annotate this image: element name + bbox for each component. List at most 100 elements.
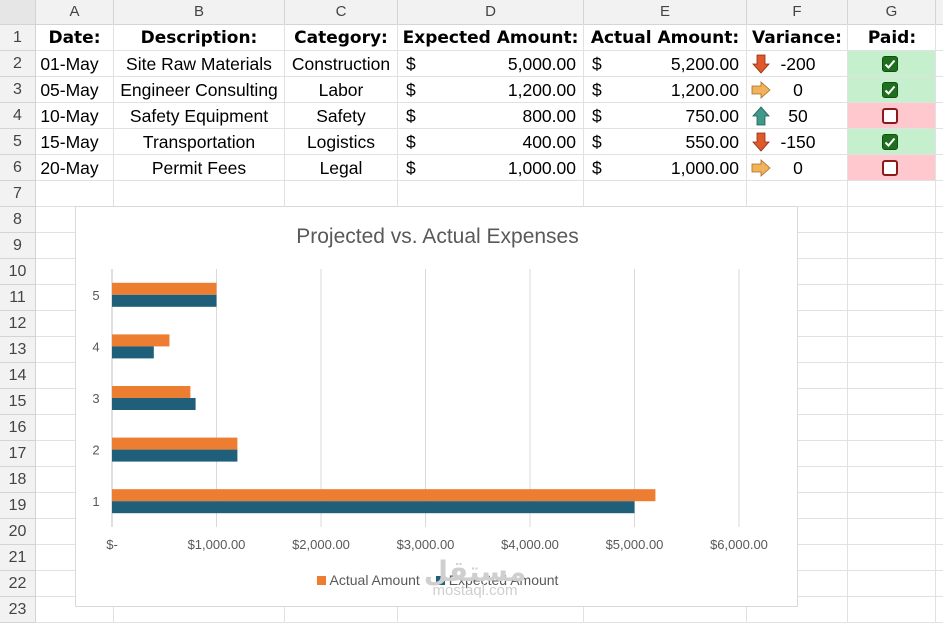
row-header-8[interactable]: 8 [0,207,36,233]
cell-expected-amount[interactable]: 400.00 [522,132,576,152]
column-header-e[interactable]: E [584,0,747,24]
header-actual-amount[interactable]: Actual Amount: [590,28,740,48]
cell-actual-currency: $ [592,158,602,178]
cell-category[interactable]: Safety [316,106,366,126]
row-header-20[interactable]: 20 [0,519,36,545]
cell-date[interactable]: 15-May [40,132,99,152]
row-header-15[interactable]: 15 [0,389,36,415]
column-header-a[interactable]: A [36,0,114,24]
column-header-g[interactable]: G [848,0,936,24]
legend-swatch-expected [435,576,445,585]
row-header-12[interactable]: 12 [0,311,36,337]
cell-actual-amount[interactable]: 750.00 [685,106,739,126]
header-category[interactable]: Category: [294,28,388,48]
cell-variance[interactable]: -200 [780,54,816,74]
gridline-row [36,102,943,103]
select-all-corner[interactable] [0,0,36,24]
header-expected-amount[interactable]: Expected Amount: [402,28,579,48]
checkbox-checked[interactable] [882,82,898,98]
cell-expected-currency: $ [406,80,416,100]
cell-expected-amount[interactable]: 1,000.00 [507,158,576,178]
bar-actual-5 [112,282,217,295]
watermark-arabic: مستقل [423,556,527,587]
cell-expected-currency: $ [406,106,416,126]
x-tick-label: $3,000.00 [397,537,455,552]
cell-category[interactable]: Labor [318,80,364,100]
cell-description[interactable]: Safety Equipment [129,106,269,126]
cell-variance[interactable]: 50 [788,106,808,126]
cell-variance[interactable]: 0 [793,80,803,100]
cell-actual-amount[interactable]: 550.00 [685,132,739,152]
bar-expected-5 [112,294,217,307]
x-tick-label: $1,000.00 [188,537,246,552]
row-header-5[interactable]: 5 [0,129,36,155]
legend-label-actual: Actual Amount [329,572,420,588]
cell-category[interactable]: Construction [291,54,391,74]
row-header-4[interactable]: 4 [0,103,36,129]
row-header-14[interactable]: 14 [0,363,36,389]
row-header-13[interactable]: 13 [0,337,36,363]
header-variance[interactable]: Variance: [752,28,842,48]
column-header-f[interactable]: F [747,0,848,24]
checkbox-checked[interactable] [882,134,898,150]
row-header-3[interactable]: 3 [0,77,36,103]
row-header-10[interactable]: 10 [0,259,36,285]
expenses-chart[interactable]: Projected vs. Actual Expenses $- $1,000.0… [75,206,798,607]
cell-category[interactable]: Logistics [306,132,376,152]
bar-expected-2 [112,449,238,462]
cell-variance[interactable]: -150 [780,132,816,152]
row-header-19[interactable]: 19 [0,493,36,519]
row-header-1[interactable]: 1 [0,25,36,51]
checkmark-icon [884,85,896,95]
row-header-17[interactable]: 17 [0,441,36,467]
cell-description[interactable]: Permit Fees [151,158,247,178]
column-header-c[interactable]: C [285,0,398,24]
row-header-11[interactable]: 11 [0,285,36,311]
x-tick-label: $4,000.00 [501,537,559,552]
column-header-d[interactable]: D [398,0,584,24]
cell-description[interactable]: Transportation [142,132,256,152]
cell-date[interactable]: 20-May [40,158,99,178]
row-header-21[interactable]: 21 [0,545,36,571]
gridline-col [847,24,848,623]
cell-date[interactable]: 05-May [40,80,99,100]
column-header-b[interactable]: B [114,0,285,24]
row-header-2[interactable]: 2 [0,51,36,77]
cell-actual-amount[interactable]: 1,000.00 [670,158,739,178]
y-tick-label: 2 [92,443,99,458]
cell-variance[interactable]: 0 [793,158,803,178]
cell-expected-amount[interactable]: 800.00 [522,106,576,126]
header-paid[interactable]: Paid: [867,28,917,48]
cell-date[interactable]: 01-May [40,54,99,74]
gridline-row [36,76,943,77]
gridline-row [36,154,943,155]
cell-description[interactable]: Site Raw Materials [126,54,272,74]
row-header-22[interactable]: 22 [0,571,36,597]
checkbox-unchecked[interactable] [882,108,898,124]
cell-expected-amount[interactable]: 1,200.00 [507,80,576,100]
row-header-18[interactable]: 18 [0,467,36,493]
bar-actual-3 [112,386,191,398]
bar-actual-4 [112,334,170,347]
arrow-right-icon [750,79,772,101]
cell-date[interactable]: 10-May [40,106,99,126]
row-header-23[interactable]: 23 [0,597,36,623]
cell-expected-currency: $ [406,132,416,152]
legend-item-actual: Actual Amount [316,572,420,588]
cell-actual-amount[interactable]: 5,200.00 [670,54,739,74]
cell-expected-amount[interactable]: 5,000.00 [507,54,576,74]
gridline-row [36,180,943,181]
checkbox-unchecked[interactable] [882,160,898,176]
arrow-down-icon [750,53,772,75]
row-header-6[interactable]: 6 [0,155,36,181]
header-date[interactable]: Date: [48,28,101,48]
checkbox-checked[interactable] [882,56,898,72]
row-header-16[interactable]: 16 [0,415,36,441]
arrow-right-icon [750,157,772,179]
header-description[interactable]: Description: [140,28,258,48]
cell-category[interactable]: Legal [319,158,363,178]
cell-actual-amount[interactable]: 1,200.00 [670,80,739,100]
row-header-9[interactable]: 9 [0,233,36,259]
row-header-7[interactable]: 7 [0,181,36,207]
cell-description[interactable]: Engineer Consulting [120,80,278,100]
